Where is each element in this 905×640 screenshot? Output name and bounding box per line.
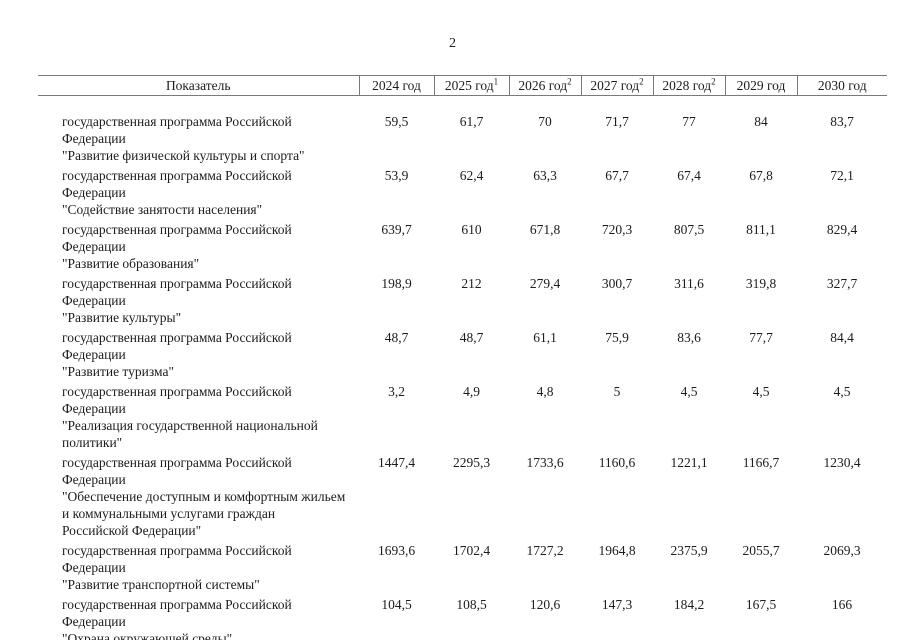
value-cell: 829,4	[826, 222, 858, 237]
column-header-footnote: 1	[493, 76, 499, 87]
value-cell: 67,8	[749, 168, 773, 183]
column-header-4: 2027 год2	[580, 75, 653, 96]
value-cell: 2375,9	[670, 543, 708, 558]
value-cell: 63,3	[533, 168, 557, 183]
table-row: государственная программа Российской Фед…	[38, 596, 887, 640]
programs-budget-table: Показатель 2024 год 2025 год1 2026 год2 2027…	[38, 75, 887, 640]
table-row: государственная программа Российской Фед…	[38, 329, 887, 383]
program-name-cell: государственная программа Российской Фед…	[62, 276, 292, 325]
column-header-2: 2025 год1	[433, 75, 509, 96]
value-cell: 77,7	[749, 330, 773, 345]
page-number: 2	[449, 36, 456, 51]
value-cell: 2055,7	[742, 543, 780, 558]
value-cell: 71,7	[605, 114, 629, 129]
value-cell: 300,7	[601, 276, 633, 291]
table-row: государственная программа Российской Фед…	[38, 96, 887, 168]
value-cell: 1727,2	[526, 543, 564, 558]
table-body: государственная программа Российской Фед…	[38, 96, 887, 640]
column-header-3: 2026 год2	[508, 75, 581, 96]
value-cell: 4,5	[680, 384, 698, 399]
value-cell: 70	[538, 114, 552, 129]
value-cell: 1693,6	[377, 543, 416, 558]
value-cell: 147,3	[601, 597, 633, 612]
value-cell: 53,9	[384, 168, 409, 183]
program-name-cell: государственная программа Российской Фед…	[62, 222, 292, 271]
program-name-cell: государственная программа Российской Фед…	[62, 597, 292, 640]
value-cell: 1702,4	[452, 543, 491, 558]
value-cell: 166	[831, 597, 853, 612]
value-cell: 2295,3	[452, 455, 491, 470]
value-cell: 62,4	[459, 168, 484, 183]
column-header-footnote: 2	[567, 76, 572, 87]
value-cell: 671,8	[529, 222, 561, 237]
value-cell: 4,5	[752, 384, 770, 399]
table-row: государственная программа Российской Фед…	[38, 383, 887, 454]
value-cell: 48,7	[459, 330, 484, 345]
value-cell: 59,5	[384, 114, 409, 129]
value-cell: 1447,4	[377, 455, 416, 470]
program-name-cell: государственная программа Российской Фед…	[62, 384, 318, 450]
program-name-cell: государственная программа Российской Фед…	[62, 330, 292, 379]
program-name-cell: государственная программа Российской Фед…	[62, 455, 346, 538]
value-cell: 84	[754, 114, 768, 129]
column-header-7: 2030 год	[796, 75, 887, 96]
value-cell: 83,7	[830, 114, 854, 129]
table-row: государственная программа Российской Фед…	[38, 275, 887, 329]
column-header-6: 2029 год	[724, 75, 797, 96]
value-cell: 811,1	[746, 222, 776, 237]
value-cell: 167,5	[745, 597, 777, 612]
value-cell: 83,6	[677, 330, 701, 345]
value-cell: 120,6	[529, 597, 561, 612]
value-cell: 639,7	[381, 222, 412, 237]
table-row: государственная программа Российской Фед…	[38, 454, 887, 542]
value-cell: 84,4	[830, 330, 854, 345]
value-cell: 4,9	[463, 384, 480, 399]
value-cell: 1964,8	[598, 543, 636, 558]
value-cell: 75,9	[605, 330, 629, 345]
value-cell: 184,2	[673, 597, 705, 612]
value-cell: 212	[461, 276, 482, 291]
value-cell: 198,9	[381, 276, 412, 291]
value-cell: 4,8	[536, 384, 554, 399]
column-header-0: Показатель	[38, 75, 359, 96]
value-cell: 4,5	[833, 384, 851, 399]
column-header-5: 2028 год2	[652, 75, 725, 96]
value-cell: 807,5	[673, 222, 705, 237]
value-cell: 5	[613, 384, 621, 399]
value-cell: 2069,3	[823, 543, 861, 558]
value-cell: 61,7	[459, 114, 484, 129]
program-name-cell: государственная программа Российской Фед…	[62, 114, 305, 163]
value-cell: 72,1	[830, 168, 854, 183]
value-cell: 61,1	[533, 330, 557, 345]
value-cell: 1160,6	[598, 455, 636, 470]
table-header-row: Показатель 2024 год 2025 год1 2026 год2 2027…	[38, 75, 887, 96]
value-cell: 327,7	[826, 276, 858, 291]
table-row: государственная программа Российской Фед…	[38, 542, 887, 596]
column-header-1: 2024 год	[358, 75, 434, 96]
value-cell: 610	[461, 222, 482, 237]
table-row: государственная программа Российской Фед…	[38, 167, 887, 221]
value-cell: 1230,4	[823, 455, 861, 470]
value-cell: 1733,6	[526, 455, 564, 470]
value-cell: 311,6	[674, 276, 704, 291]
value-cell: 1221,1	[670, 455, 708, 470]
value-cell: 104,5	[381, 597, 412, 612]
program-name-cell: государственная программа Российской Фед…	[62, 543, 292, 592]
column-header-footnote: 2	[639, 76, 644, 87]
value-cell: 67,4	[677, 168, 701, 183]
value-cell: 720,3	[601, 222, 633, 237]
value-cell: 108,5	[456, 597, 487, 612]
table-row: государственная программа Российской Фед…	[38, 221, 887, 275]
column-header-footnote: 2	[711, 76, 716, 87]
value-cell: 77	[682, 114, 696, 129]
value-cell: 279,4	[529, 276, 561, 291]
value-cell: 1166,7	[742, 455, 780, 470]
value-cell: 48,7	[384, 330, 409, 345]
value-cell: 319,8	[745, 276, 777, 291]
value-cell: 3,2	[388, 384, 405, 399]
program-name-cell: государственная программа Российской Фед…	[62, 168, 292, 217]
value-cell: 67,7	[605, 168, 629, 183]
